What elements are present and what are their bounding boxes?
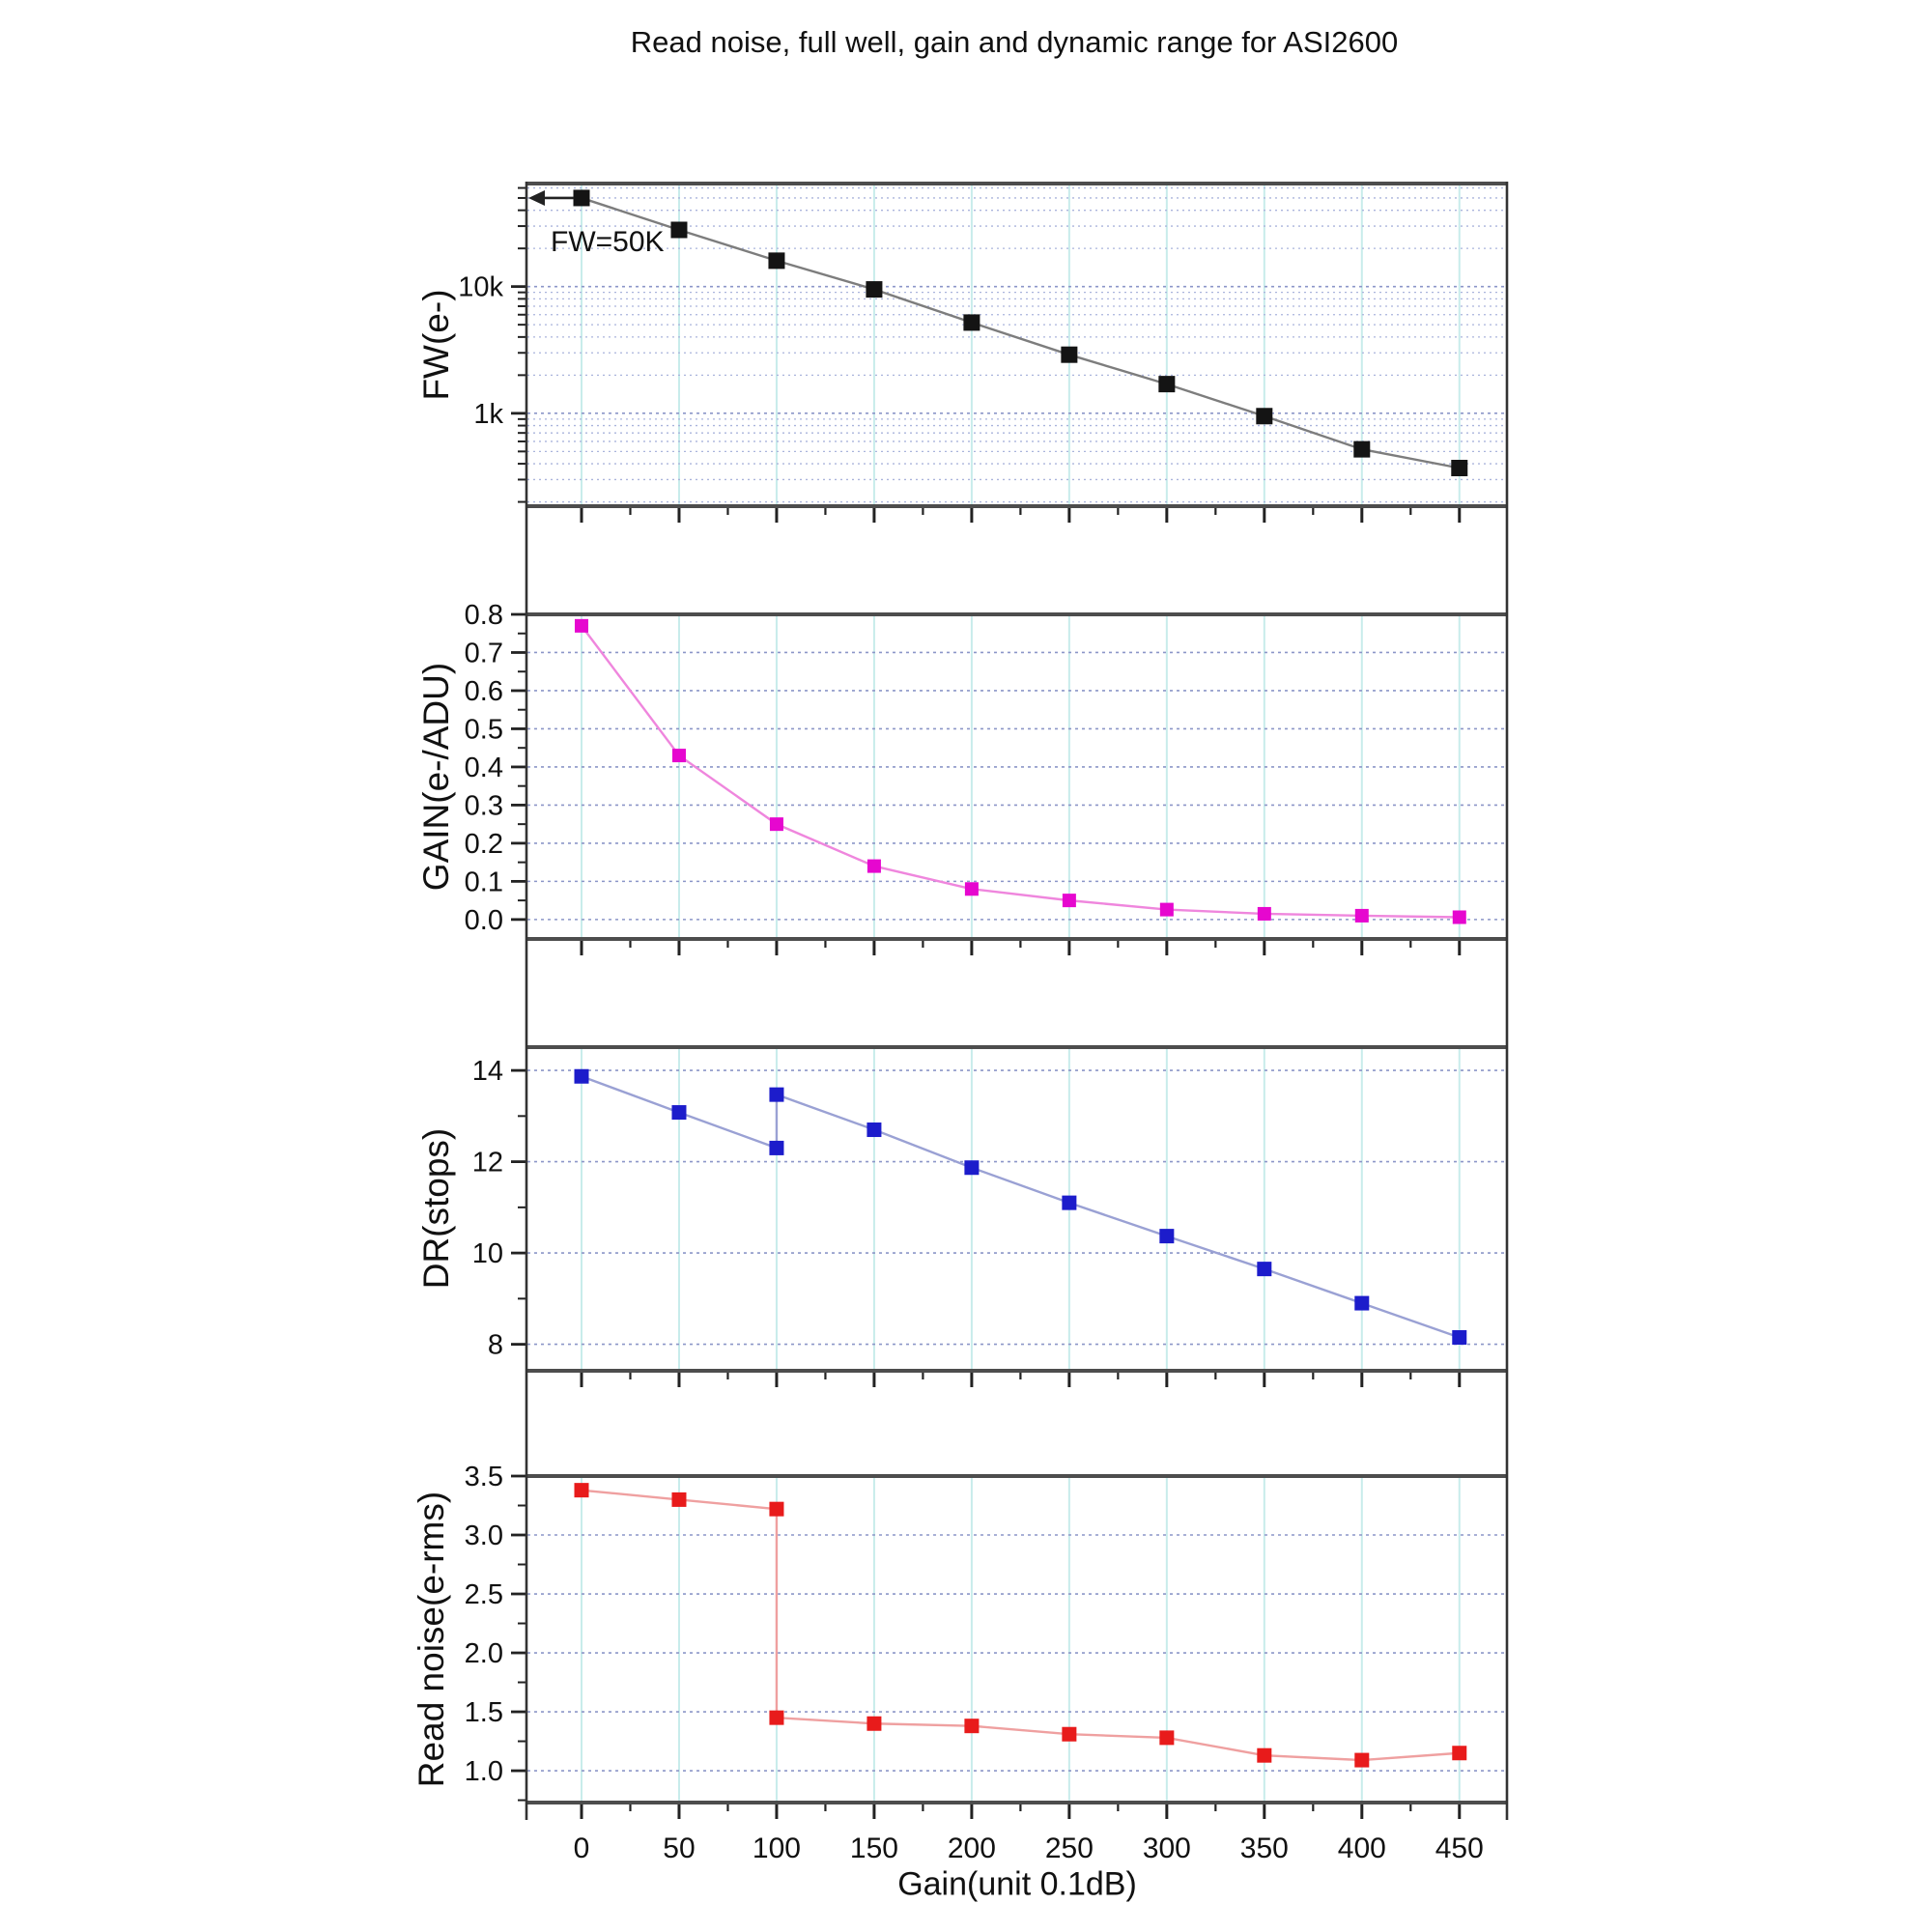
- data-point-marker: [1159, 1730, 1175, 1746]
- y-tick-label: 0.3: [465, 790, 503, 821]
- series-line-gain: [581, 625, 1460, 919]
- data-point-marker: [1256, 408, 1273, 425]
- data-point-marker: [1452, 1330, 1467, 1346]
- data-point-marker: [769, 1501, 784, 1517]
- data-point-marker: [575, 618, 588, 633]
- y-tick-label: 2.5: [465, 1579, 503, 1610]
- data-point-marker: [1159, 1229, 1175, 1244]
- series-line-full-well: [581, 196, 1461, 469]
- data-point-marker: [671, 749, 686, 763]
- x-tick-label: 350: [1240, 1833, 1289, 1864]
- y-tick-label: 0.7: [465, 638, 503, 668]
- data-point-marker: [964, 1160, 980, 1176]
- x-tick-label: 50: [663, 1833, 695, 1864]
- data-point-marker: [1353, 440, 1371, 458]
- data-point-marker: [670, 221, 688, 239]
- data-point-marker: [1354, 1752, 1370, 1768]
- data-point-marker: [1062, 1195, 1077, 1210]
- data-point-marker: [1061, 346, 1078, 363]
- x-tick-label: 450: [1435, 1833, 1484, 1864]
- x-axis-label: Gain(unit 0.1dB): [897, 1865, 1137, 1903]
- data-point-marker: [1452, 910, 1466, 924]
- data-point-marker: [867, 859, 881, 873]
- y-tick-label: 3.5: [465, 1462, 503, 1492]
- data-point-marker: [768, 252, 785, 270]
- data-point-marker: [1452, 1746, 1467, 1761]
- data-point-marker: [769, 817, 783, 832]
- y-tick-label: 10k: [458, 272, 503, 303]
- y-tick-label: 0.0: [465, 905, 503, 936]
- y-tick-label: 0.1: [465, 867, 503, 897]
- data-point-marker: [1158, 376, 1176, 393]
- data-point-marker: [1451, 460, 1468, 477]
- chart-title: Read noise, full well, gain and dynamic …: [630, 25, 1399, 59]
- x-tick-label: 0: [574, 1833, 590, 1864]
- data-point-marker: [867, 1122, 882, 1138]
- series-line-dynamic-range: [581, 1075, 1461, 1339]
- x-tick-label: 150: [850, 1833, 898, 1864]
- data-point-marker: [769, 1087, 784, 1102]
- x-tick-label: 250: [1045, 1833, 1094, 1864]
- data-point-marker: [574, 1068, 589, 1084]
- x-tick-label: 100: [753, 1833, 801, 1864]
- data-point-marker: [1062, 1726, 1077, 1742]
- y-tick-label: 12: [472, 1148, 503, 1179]
- y-tick-label: 0.4: [465, 753, 503, 783]
- data-point-marker: [1159, 902, 1174, 917]
- y-axis-label-read-noise: Read noise(e-rms): [412, 1491, 451, 1788]
- y-tick-label: 1k: [473, 399, 503, 430]
- y-tick-label: 3.0: [465, 1520, 503, 1551]
- data-point-marker: [964, 1719, 980, 1734]
- data-point-marker: [964, 882, 979, 896]
- y-axis-label-gain: GAIN(e-/ADU): [416, 662, 456, 892]
- y-tick-label: 10: [472, 1238, 503, 1269]
- y-tick-label: 14: [472, 1056, 503, 1087]
- y-tick-label: 2.0: [465, 1638, 503, 1669]
- data-point-marker: [1257, 1747, 1272, 1763]
- data-point-marker: [1354, 908, 1369, 923]
- y-axis-label-dr: DR(stops): [416, 1127, 456, 1290]
- data-point-marker: [963, 314, 980, 331]
- data-point-marker: [769, 1710, 784, 1725]
- data-point-marker: [573, 189, 590, 207]
- y-tick-label: 0.5: [465, 714, 503, 745]
- annotation-arrowhead: [528, 189, 545, 206]
- data-point-marker: [574, 1483, 589, 1498]
- y-tick-label: 0.6: [465, 676, 503, 707]
- y-tick-label: 1.0: [465, 1756, 503, 1787]
- data-point-marker: [1257, 906, 1271, 921]
- y-tick-label: 1.5: [465, 1697, 503, 1728]
- data-point-marker: [671, 1105, 687, 1121]
- data-point-marker: [671, 1492, 687, 1507]
- series-line-read-noise: [581, 1489, 1460, 1762]
- y-tick-label: 8: [488, 1330, 503, 1361]
- y-tick-label: 0.8: [465, 600, 503, 631]
- x-tick-label: 400: [1338, 1833, 1386, 1864]
- data-point-marker: [866, 281, 883, 298]
- y-tick-label: 0.2: [465, 829, 503, 860]
- y-axis-label-fw: FW(e-): [416, 289, 456, 401]
- data-point-marker: [1257, 1262, 1272, 1277]
- fw-annotation-text: FW=50K: [551, 226, 665, 258]
- data-point-marker: [769, 1140, 784, 1155]
- data-point-marker: [867, 1716, 882, 1731]
- data-point-marker: [1062, 894, 1076, 908]
- data-point-marker: [1354, 1295, 1370, 1311]
- x-tick-label: 200: [948, 1833, 996, 1864]
- x-tick-label: 300: [1143, 1833, 1191, 1864]
